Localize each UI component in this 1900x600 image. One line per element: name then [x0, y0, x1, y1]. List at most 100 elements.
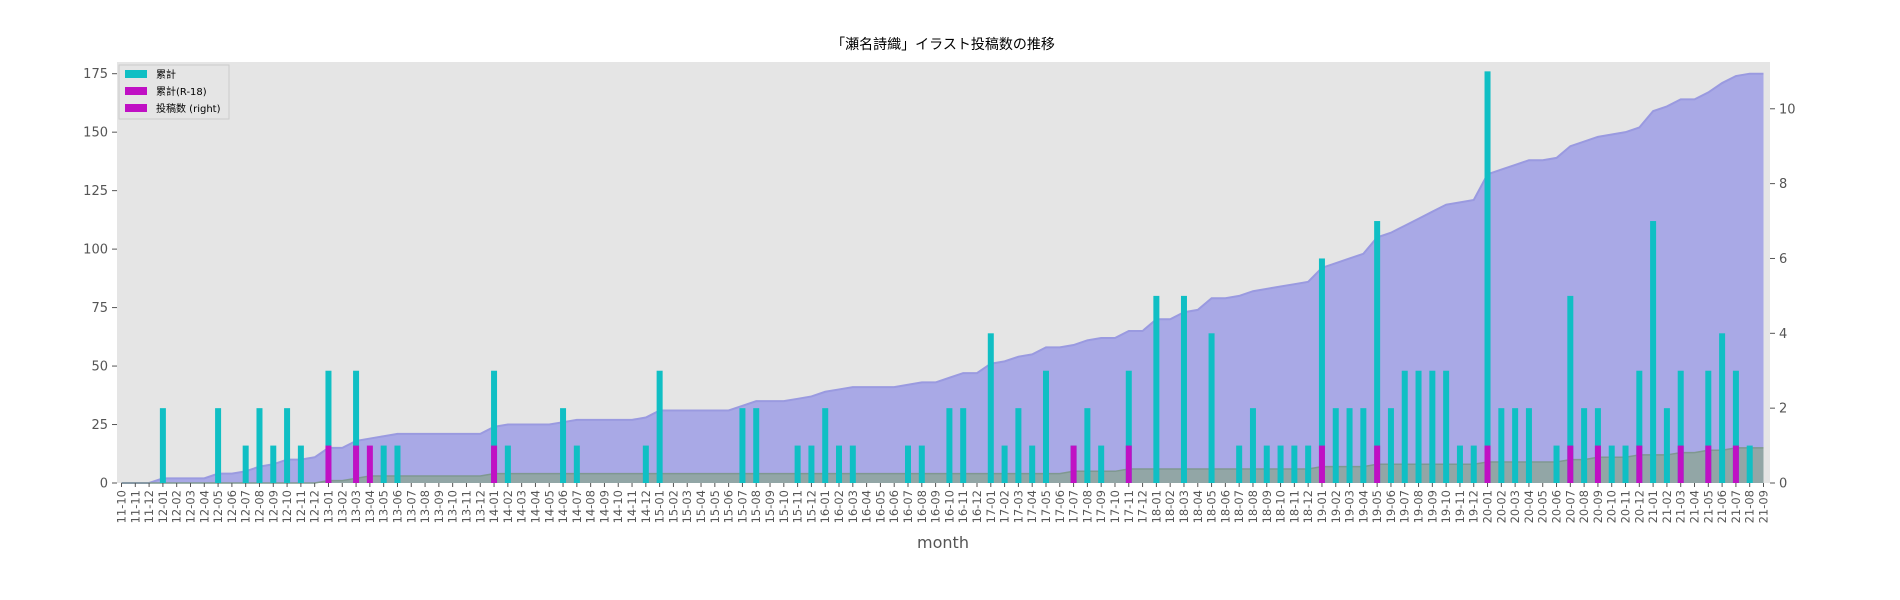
- x-tick-label: 20-04: [1522, 490, 1536, 523]
- x-tick-label: 19-10: [1439, 490, 1453, 523]
- bar-posts: [1346, 408, 1353, 483]
- x-tick-label: 14-08: [584, 490, 598, 523]
- x-tick-label: 15-02: [666, 490, 680, 523]
- bar-posts: [1249, 408, 1256, 483]
- bar-posts: [1374, 221, 1381, 484]
- x-tick-label: 12-04: [197, 490, 211, 523]
- x-tick-label: 17-08: [1080, 490, 1094, 523]
- x-tick-label: 15-09: [763, 490, 777, 523]
- x-tick-label: 20-08: [1577, 490, 1591, 523]
- bar-posts: [753, 408, 760, 483]
- bar-posts: [1208, 333, 1215, 483]
- bar-posts-r18: [491, 445, 498, 483]
- bar-posts: [656, 370, 663, 483]
- y-axis-left: 0 25 50 75 100 125 150 175: [83, 67, 117, 492]
- x-tick-label: 11-10: [115, 490, 129, 523]
- x-tick-label: 20-09: [1591, 490, 1605, 523]
- bar-posts: [1663, 408, 1670, 483]
- bar-posts: [1084, 408, 1091, 483]
- bar-posts: [1443, 370, 1450, 483]
- x-tick-label: 19-05: [1370, 490, 1384, 523]
- x-tick-label: 16-06: [887, 490, 901, 523]
- bar-posts-r18: [1732, 445, 1739, 483]
- bar-posts: [1098, 445, 1105, 483]
- x-tick-label: 21-01: [1646, 490, 1660, 523]
- bar-posts: [849, 445, 856, 483]
- bar-posts: [1732, 370, 1739, 483]
- x-tick-label: 14-06: [556, 490, 570, 523]
- x-tick-label: 19-02: [1329, 490, 1343, 523]
- x-tick-label: 20-10: [1605, 490, 1619, 523]
- x-tick-label: 15-03: [680, 490, 694, 523]
- bar-posts: [1677, 370, 1684, 483]
- x-tick-label: 20-03: [1508, 490, 1522, 523]
- x-tick-label: 21-05: [1701, 490, 1715, 523]
- x-tick-label: 16-11: [956, 490, 970, 523]
- bar-posts-r18: [1125, 445, 1132, 483]
- x-tick-label: 14-04: [528, 490, 542, 523]
- legend: 累計 累計(R-18) 投稿数 (right): [118, 64, 230, 120]
- x-tick-label: 18-08: [1246, 490, 1260, 523]
- x-tick-label: 17-12: [1136, 490, 1150, 523]
- x-tick-label: 15-08: [749, 490, 763, 523]
- x-tick-label: 12-07: [239, 490, 253, 523]
- x-tick-label: 19-08: [1412, 490, 1426, 523]
- bar-posts: [1470, 445, 1477, 483]
- x-tick-label: 17-10: [1108, 490, 1122, 523]
- x-tick-label: 12-01: [156, 490, 170, 523]
- x-tick-label: 14-01: [487, 490, 501, 523]
- x-tick-label: 16-09: [929, 490, 943, 523]
- chart-title: 「瀬名詩織」イラスト投稿数の推移: [831, 37, 1055, 53]
- y-tick-label-left: 25: [91, 418, 108, 433]
- x-tick-label: 12-10: [280, 490, 294, 523]
- y-tick-label-left: 0: [100, 477, 108, 492]
- y-tick-label-right: 2: [1779, 402, 1787, 417]
- bar-posts: [822, 408, 829, 483]
- x-tick-label: 12-12: [308, 490, 322, 523]
- legend-patch-posts: [125, 104, 147, 112]
- bar-posts: [1484, 71, 1491, 484]
- legend-patch-r18: [125, 87, 147, 95]
- legend-label-total: 累計: [156, 68, 176, 81]
- legend-label-posts: 投稿数 (right): [156, 102, 221, 115]
- bar-posts-r18: [353, 445, 360, 483]
- x-tick-label: 21-08: [1743, 490, 1757, 523]
- bar-posts: [1001, 445, 1008, 483]
- x-tick-label: 12-03: [183, 490, 197, 523]
- bar-posts: [1705, 370, 1712, 483]
- x-tick-label: 19-01: [1315, 490, 1329, 523]
- bar-posts-r18: [325, 445, 332, 483]
- x-axis: 11-10 11-11 11-12 12-01 12-02 12-03 12-04 12-05…: [115, 483, 1771, 523]
- x-tick-label: 15-11: [791, 490, 805, 523]
- bar-posts: [1636, 370, 1643, 483]
- bar-posts-r18: [1318, 445, 1325, 483]
- y-tick-label-left: 150: [83, 126, 108, 141]
- legend-patch-total: [125, 70, 147, 78]
- bar-posts: [297, 445, 304, 483]
- x-tick-label: 18-10: [1274, 490, 1288, 523]
- y-tick-label-right: 0: [1779, 477, 1787, 492]
- x-tick-label: 15-01: [653, 490, 667, 523]
- x-tick-label: 21-04: [1688, 490, 1702, 523]
- x-tick-label: 13-07: [404, 490, 418, 523]
- x-tick-label: 16-08: [915, 490, 929, 523]
- x-tick-label: 20-06: [1550, 490, 1564, 523]
- bar-posts: [1650, 221, 1657, 484]
- y-tick-label-right: 4: [1779, 327, 1787, 342]
- x-axis-label: month: [917, 533, 969, 552]
- x-tick-label: 13-11: [459, 490, 473, 523]
- x-tick-label: 14-10: [611, 490, 625, 523]
- y-tick-label-left: 125: [83, 184, 108, 199]
- x-tick-label: 13-02: [335, 490, 349, 523]
- x-tick-label: 18-11: [1287, 490, 1301, 523]
- x-tick-label: 14-12: [639, 490, 653, 523]
- bar-posts: [1512, 408, 1519, 483]
- x-tick-label: 12-02: [170, 490, 184, 523]
- bar-posts: [1277, 445, 1284, 483]
- x-tick-label: 14-05: [542, 490, 556, 523]
- x-tick-label: 18-05: [1205, 490, 1219, 523]
- bar-posts: [1567, 295, 1574, 483]
- x-tick-label: 17-03: [1011, 490, 1025, 523]
- y-tick-label-left: 100: [83, 243, 108, 258]
- x-tick-label: 18-02: [1163, 490, 1177, 523]
